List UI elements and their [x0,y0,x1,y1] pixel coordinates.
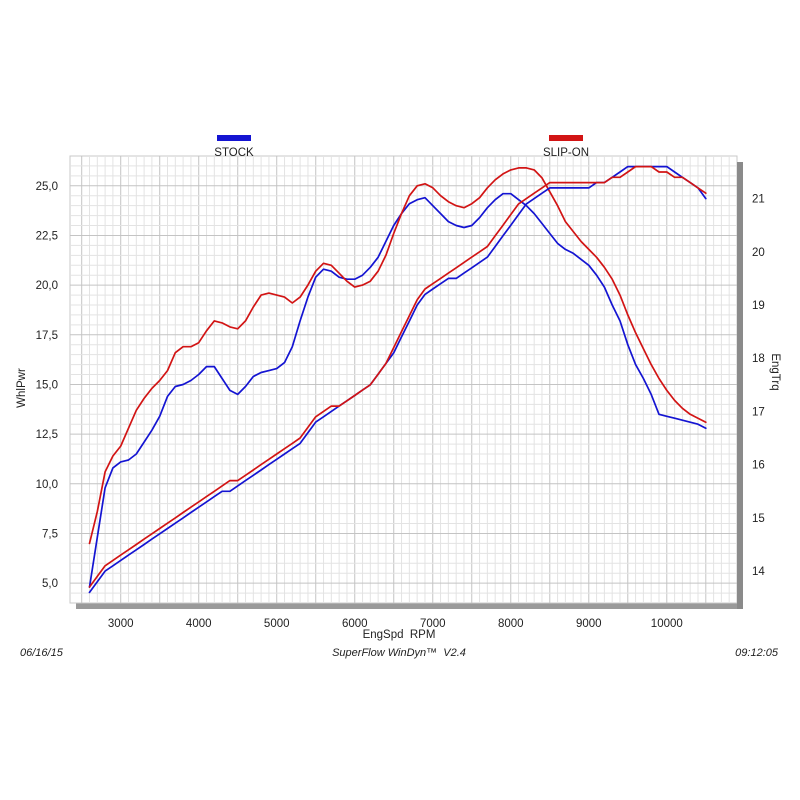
x-tick-label: 5000 [264,618,290,630]
footer-date: 06/16/15 [20,647,64,659]
x-tick-label: 6000 [342,618,368,630]
series-line-slip-on-whlpwr [88,167,707,545]
y-axis-label: WhlPwr [16,368,28,408]
x-axis-label: EngSpd RPM [363,629,436,641]
footer-software: SuperFlow WinDyn™ V2.4 [332,647,466,659]
footer-time: 09:12:05 [735,647,779,659]
grid [70,156,737,603]
y-tick-label: 7,5 [42,528,58,540]
plot-area [69,155,738,604]
y-tick-label: 20,0 [36,280,58,292]
x-tick-label: 4000 [186,618,212,630]
y-tick-label: 12,5 [36,429,58,441]
y-tick-label: 22,5 [36,230,58,242]
y2-tick-label: 18 [752,353,765,365]
y2-tick-label: 21 [752,194,765,206]
series-line-slip-on-engtrq [88,165,707,588]
tick-labels: 3000 4000 5000 6000 7000 8000 9000 10000 5,0 7,5 1… [36,181,766,630]
legend-swatch-stock [217,135,251,141]
x-tick-label: 7000 [420,618,446,630]
x-tick-label: 8000 [498,618,524,630]
legend-label-stock: STOCK [214,147,254,159]
y-tick-label: 25,0 [36,181,58,193]
y-tick-label: 17,5 [36,330,58,342]
y2-axis-label: EngTrq [769,353,781,390]
right-axis-bar [737,162,743,609]
y-tick-label: 15,0 [36,379,58,391]
series-layer [88,165,707,594]
legend-label-slipon: SLIP-ON [543,147,589,159]
y2-tick-label: 17 [752,406,765,418]
legend-swatch-slipon [549,135,583,141]
x-tick-label: 10000 [651,618,683,630]
y2-tick-label: 20 [752,247,765,259]
y2-tick-label: 15 [752,513,765,525]
y-tick-label: 10,0 [36,479,58,491]
y2-tick-label: 16 [752,460,765,472]
y2-tick-label: 19 [752,300,765,312]
series-line-stock-whlpwr [88,192,707,588]
x-tick-label: 9000 [576,618,602,630]
y2-tick-label: 14 [752,566,765,578]
y-tick-label: 5,0 [42,578,58,590]
x-tick-label: 3000 [108,618,134,630]
